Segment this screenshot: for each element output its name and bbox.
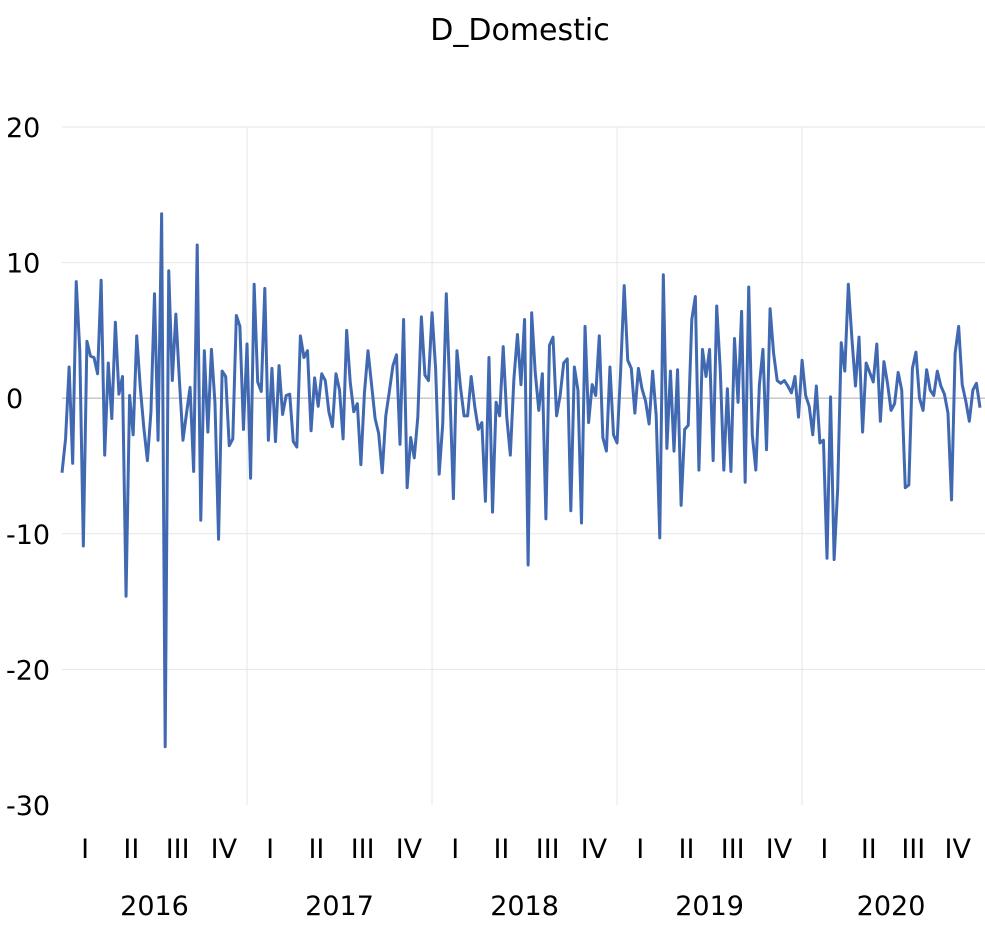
y-tick-label: 20 bbox=[6, 113, 40, 144]
y-axis-ticks: 20 10 0 -10 -20 -30 bbox=[6, 113, 50, 822]
quarter-tick-label: I bbox=[636, 834, 644, 865]
quarter-tick-label: III bbox=[536, 834, 560, 865]
chart-title: D_Domestic bbox=[430, 13, 609, 48]
quarter-tick-label: IV bbox=[396, 834, 423, 865]
quarter-tick-label: II bbox=[123, 834, 139, 865]
quarter-tick-label: III bbox=[901, 834, 925, 865]
year-tick-label: 2016 bbox=[120, 891, 189, 922]
year-tick-label: 2017 bbox=[305, 891, 374, 922]
series-line bbox=[60, 212, 982, 749]
quarter-tick-label: IV bbox=[581, 834, 608, 865]
quarter-tick-label: IV bbox=[945, 834, 972, 865]
quarter-tick-label: II bbox=[493, 834, 509, 865]
quarter-tick-label: I bbox=[820, 834, 828, 865]
year-tick-label: 2018 bbox=[490, 891, 559, 922]
y-tick-label: -20 bbox=[6, 655, 50, 686]
quarter-tick-label: III bbox=[166, 834, 190, 865]
quarter-tick-label: I bbox=[451, 834, 459, 865]
x-axis-year-ticks: 2016 2017 2018 2019 2020 bbox=[120, 891, 925, 922]
quarter-tick-label: III bbox=[721, 834, 745, 865]
quarter-tick-label: IV bbox=[211, 834, 238, 865]
quarter-tick-label: III bbox=[351, 834, 375, 865]
quarter-tick-label: I bbox=[266, 834, 274, 865]
y-tick-label: -30 bbox=[6, 791, 50, 822]
x-axis-quarter-ticks: I II III IV I II III IV I II III IV I II III IV I II III IV bbox=[81, 834, 971, 865]
y-tick-label: -10 bbox=[6, 520, 50, 551]
year-tick-label: 2019 bbox=[675, 891, 744, 922]
year-tick-label: 2020 bbox=[857, 891, 926, 922]
quarter-tick-label: I bbox=[81, 834, 89, 865]
quarter-tick-label: II bbox=[861, 834, 877, 865]
y-tick-label: 0 bbox=[6, 384, 23, 415]
quarter-tick-label: II bbox=[308, 834, 324, 865]
y-tick-label: 10 bbox=[6, 249, 40, 280]
quarter-tick-label: II bbox=[678, 834, 694, 865]
quarter-tick-label: IV bbox=[766, 834, 793, 865]
